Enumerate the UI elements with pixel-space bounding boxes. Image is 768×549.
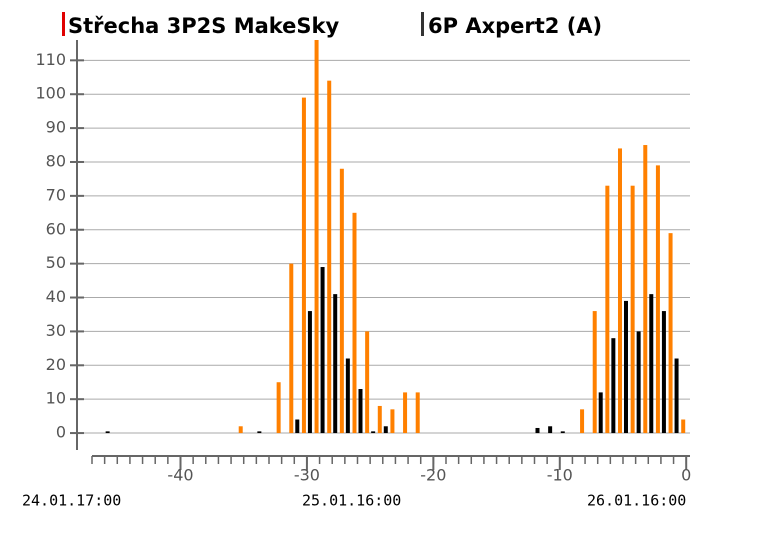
bar [415, 392, 420, 434]
bar [371, 431, 376, 434]
bar [314, 40, 319, 434]
bar [403, 392, 408, 434]
bar [592, 311, 597, 434]
bar [655, 165, 660, 434]
date-label: 24.01.17:00 [22, 492, 121, 510]
bar [623, 300, 628, 434]
y-tick-label: 40 [46, 287, 66, 306]
bar [358, 389, 363, 434]
bar [617, 148, 622, 434]
bar [548, 426, 553, 434]
y-tick-label: 10 [46, 389, 66, 408]
x-tick-label: -20 [420, 466, 446, 485]
bar [674, 358, 679, 434]
y-tick-label: 50 [46, 253, 66, 272]
y-tick-label: 110 [35, 50, 66, 69]
bar [105, 431, 110, 434]
bar [289, 263, 294, 434]
bar [598, 392, 603, 434]
bar [643, 145, 648, 434]
x-tick-label: -30 [294, 466, 320, 485]
y-tick-label: 20 [46, 355, 66, 374]
legend-label: 6P Axpert2 (A) [428, 14, 602, 38]
y-tick-label: 70 [46, 185, 66, 204]
bar [611, 338, 616, 434]
bar [327, 80, 332, 434]
bar [377, 405, 382, 434]
bar [276, 382, 281, 434]
y-tick-label: 30 [46, 321, 66, 340]
bar [649, 294, 654, 434]
y-tick-label: 80 [46, 151, 66, 170]
bar [630, 185, 635, 434]
bar [352, 212, 357, 434]
bar [390, 409, 395, 434]
bar [535, 427, 540, 434]
y-tick-label: 60 [46, 219, 66, 238]
y-tick-label: 100 [35, 84, 66, 103]
bar [636, 331, 641, 434]
x-tick-label: 0 [681, 466, 691, 485]
bar [339, 168, 344, 434]
x-tick-label: -10 [547, 466, 573, 485]
bar [560, 431, 565, 434]
y-tick-label: 0 [56, 423, 66, 442]
date-label: 25.01.16:00 [302, 492, 401, 510]
bar [668, 233, 673, 434]
bar [333, 294, 338, 434]
x-tick-label: -40 [167, 466, 193, 485]
bar [345, 358, 350, 434]
bar [580, 409, 585, 434]
bar [605, 185, 610, 434]
legend-marker [62, 12, 65, 36]
bar [661, 311, 666, 434]
bar [295, 419, 300, 434]
date-label: 26.01.16:00 [587, 492, 686, 510]
legend-label: Střecha 3P2S MakeSky [68, 14, 339, 38]
legend-marker [421, 12, 424, 36]
bar [383, 426, 388, 434]
bar [238, 426, 243, 434]
bar [681, 419, 686, 434]
bar [307, 311, 312, 434]
bar [365, 331, 370, 434]
y-tick-label: 90 [46, 118, 66, 137]
bar [301, 97, 306, 434]
bar [257, 431, 262, 434]
bar [320, 267, 325, 434]
